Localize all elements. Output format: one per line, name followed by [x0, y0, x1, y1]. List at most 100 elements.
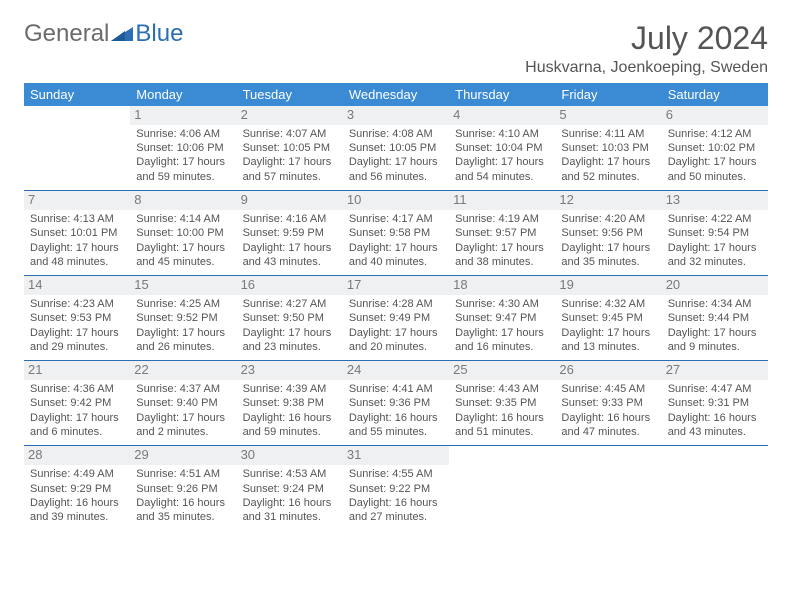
calendar-cell: 7Sunrise: 4:13 AMSunset: 10:01 PMDayligh… [24, 191, 130, 276]
daylight-text: Daylight: 16 hours and 59 minutes. [243, 411, 337, 440]
day-number: 31 [343, 446, 449, 465]
day-data: Sunrise: 4:20 AMSunset: 9:56 PMDaylight:… [559, 212, 657, 269]
sunrise-text: Sunrise: 4:49 AM [30, 467, 124, 481]
calendar-cell: 22Sunrise: 4:37 AMSunset: 9:40 PMDayligh… [130, 361, 236, 446]
day-number: 11 [449, 191, 555, 210]
day-number: 18 [449, 276, 555, 295]
day-data: Sunrise: 4:28 AMSunset: 9:49 PMDaylight:… [347, 297, 445, 354]
sunrise-text: Sunrise: 4:41 AM [349, 382, 443, 396]
day-data: Sunrise: 4:39 AMSunset: 9:38 PMDaylight:… [241, 382, 339, 439]
calendar-cell: 21 Sunrise: 4:36 AMSunset: 9:42 PMDayligh… [24, 361, 130, 446]
daylight-text: Daylight: 17 hours and 40 minutes. [349, 241, 443, 270]
day-data: Sunrise: 4:53 AMSunset: 9:24 PMDaylight:… [241, 467, 339, 524]
day-number: 29 [130, 446, 236, 465]
sunset-text: Sunset: 9:45 PM [561, 311, 655, 325]
day-number: 9 [237, 191, 343, 210]
calendar-cell: 12Sunrise: 4:20 AMSunset: 9:56 PMDayligh… [555, 191, 661, 276]
day-data: Sunrise: 4:55 AMSunset: 9:22 PMDaylight:… [347, 467, 445, 524]
calendar-table: Sunday Monday Tuesday Wednesday Thursday… [24, 83, 768, 530]
daylight-text: Daylight: 17 hours and 38 minutes. [455, 241, 549, 270]
calendar-row: 28Sunrise: 4:49 AMSunset: 9:29 PMDayligh… [24, 446, 768, 531]
daylight-text: Daylight: 17 hours and 45 minutes. [136, 241, 230, 270]
weekday-header: Monday [130, 83, 236, 106]
day-number: 28 [24, 446, 130, 465]
daylight-text: Daylight: 17 hours and 35 minutes. [561, 241, 655, 270]
day-number: 30 [237, 446, 343, 465]
calendar-cell: 9Sunrise: 4:16 AMSunset: 9:59 PMDaylight… [237, 191, 343, 276]
day-number: 25 [449, 361, 555, 380]
daylight-text: Daylight: 16 hours and 51 minutes. [455, 411, 549, 440]
daylight-text: Daylight: 17 hours and 56 minutes. [349, 155, 443, 184]
day-number: 22 [130, 361, 236, 380]
daylight-text: Daylight: 17 hours and 59 minutes. [136, 155, 230, 184]
sunset-text: Sunset: 9:44 PM [668, 311, 762, 325]
weekday-header-row: Sunday Monday Tuesday Wednesday Thursday… [24, 83, 768, 106]
calendar-cell: 14Sunrise: 4:23 AMSunset: 9:53 PMDayligh… [24, 276, 130, 361]
day-data: Sunrise: 4:43 AMSunset: 9:35 PMDaylight:… [453, 382, 551, 439]
sunset-text: Sunset: 9:42 PM [30, 396, 124, 410]
sunset-text: Sunset: 10:04 PM [455, 141, 549, 155]
day-number: 24 [343, 361, 449, 380]
daylight-text: Daylight: 17 hours and 20 minutes. [349, 326, 443, 355]
sunrise-text: Sunrise: 4:12 AM [668, 127, 762, 141]
sunrise-text: Sunrise: 4:14 AM [136, 212, 230, 226]
sunset-text: Sunset: 10:05 PM [243, 141, 337, 155]
daylight-text: Daylight: 17 hours and 26 minutes. [136, 326, 230, 355]
daylight-text: Daylight: 17 hours and 13 minutes. [561, 326, 655, 355]
day-number: 26 [555, 361, 661, 380]
sunrise-text: Sunrise: 4:19 AM [455, 212, 549, 226]
daylight-text: Daylight: 16 hours and 39 minutes. [30, 496, 124, 525]
calendar-cell: 30 Sunrise: 4:53 AMSunset: 9:24 PMDayligh… [237, 446, 343, 531]
sunset-text: Sunset: 9:36 PM [349, 396, 443, 410]
calendar-cell: 31 Sunrise: 4:55 AMSunset: 9:22 PMDayligh… [343, 446, 449, 531]
daylight-text: Daylight: 16 hours and 43 minutes. [668, 411, 762, 440]
day-number: 21 [24, 361, 130, 380]
daylight-text: Daylight: 17 hours and 2 minutes. [136, 411, 230, 440]
day-data: Sunrise: 4:14 AMSunset: 10:00 PMDaylight… [134, 212, 232, 269]
sunset-text: Sunset: 9:22 PM [349, 482, 443, 496]
sunset-text: Sunset: 9:40 PM [136, 396, 230, 410]
day-data: Sunrise: 4:36 AMSunset: 9:42 PMDaylight:… [28, 382, 126, 439]
day-data: Sunrise: 4:07 AMSunset: 10:05 PMDaylight… [241, 127, 339, 184]
calendar-cell: 19Sunrise: 4:32 AMSunset: 9:45 PMDayligh… [555, 276, 661, 361]
sunrise-text: Sunrise: 4:43 AM [455, 382, 549, 396]
day-data: Sunrise: 4:17 AMSunset: 9:58 PMDaylight:… [347, 212, 445, 269]
calendar-row: 14Sunrise: 4:23 AMSunset: 9:53 PMDayligh… [24, 276, 768, 361]
sunrise-text: Sunrise: 4:23 AM [30, 297, 124, 311]
daylight-text: Daylight: 17 hours and 48 minutes. [30, 241, 124, 270]
day-number: 2 [237, 106, 343, 125]
calendar-cell: 20Sunrise: 4:34 AMSunset: 9:44 PMDayligh… [662, 276, 768, 361]
sunrise-text: Sunrise: 4:32 AM [561, 297, 655, 311]
sunrise-text: Sunrise: 4:34 AM [668, 297, 762, 311]
sunrise-text: Sunrise: 4:30 AM [455, 297, 549, 311]
sunset-text: Sunset: 9:33 PM [561, 396, 655, 410]
day-data: Sunrise: 4:27 AMSunset: 9:50 PMDaylight:… [241, 297, 339, 354]
daylight-text: Daylight: 17 hours and 50 minutes. [668, 155, 762, 184]
day-data: Sunrise: 4:25 AMSunset: 9:52 PMDaylight:… [134, 297, 232, 354]
sunrise-text: Sunrise: 4:55 AM [349, 467, 443, 481]
sunset-text: Sunset: 10:05 PM [349, 141, 443, 155]
sunrise-text: Sunrise: 4:07 AM [243, 127, 337, 141]
location-label: Huskvarna, Joenkoeping, Sweden [525, 59, 768, 77]
sunrise-text: Sunrise: 4:51 AM [136, 467, 230, 481]
sunset-text: Sunset: 9:50 PM [243, 311, 337, 325]
sunset-text: Sunset: 9:24 PM [243, 482, 337, 496]
sunset-text: Sunset: 9:59 PM [243, 226, 337, 240]
day-number: 1 [130, 106, 236, 125]
sunrise-text: Sunrise: 4:39 AM [243, 382, 337, 396]
sunrise-text: Sunrise: 4:36 AM [30, 382, 124, 396]
logo: GeneralBlue [24, 20, 183, 48]
daylight-text: Daylight: 17 hours and 52 minutes. [561, 155, 655, 184]
day-data: Sunrise: 4:22 AMSunset: 9:54 PMDaylight:… [666, 212, 764, 269]
sunrise-text: Sunrise: 4:06 AM [136, 127, 230, 141]
calendar-cell: 16Sunrise: 4:27 AMSunset: 9:50 PMDayligh… [237, 276, 343, 361]
sunrise-text: Sunrise: 4:28 AM [349, 297, 443, 311]
calendar-cell: 1Sunrise: 4:06 AMSunset: 10:06 PMDayligh… [130, 106, 236, 191]
daylight-text: Daylight: 16 hours and 27 minutes. [349, 496, 443, 525]
day-number: 5 [555, 106, 661, 125]
sunset-text: Sunset: 9:31 PM [668, 396, 762, 410]
sunrise-text: Sunrise: 4:47 AM [668, 382, 762, 396]
sunset-text: Sunset: 9:26 PM [136, 482, 230, 496]
sunset-text: Sunset: 9:52 PM [136, 311, 230, 325]
calendar-row: 7Sunrise: 4:13 AMSunset: 10:01 PMDayligh… [24, 191, 768, 276]
